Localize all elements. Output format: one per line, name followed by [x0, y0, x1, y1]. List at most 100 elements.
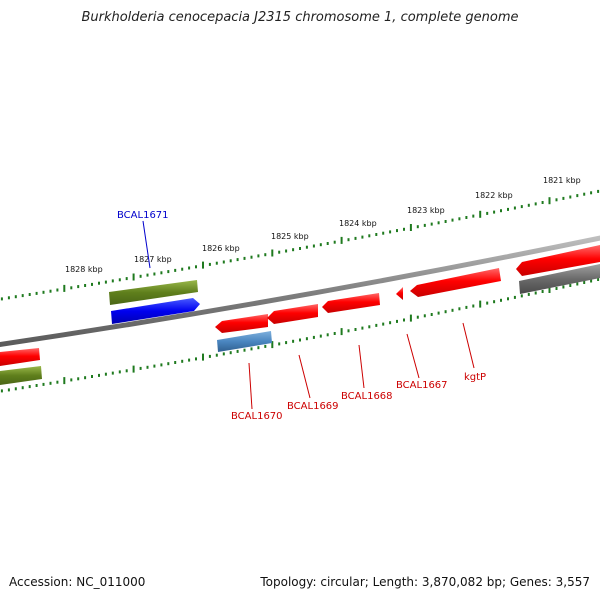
scale-tick-minor [35, 384, 38, 387]
scale-tick-minor [125, 369, 128, 373]
scale-tick-minor [541, 290, 544, 293]
gene-left-edge-olive[interactable] [0, 366, 42, 385]
scale-tick-minor [104, 372, 107, 376]
scale-tick-minor [486, 301, 489, 305]
gene-label-bcal1671[interactable]: BCAL1671 [117, 210, 169, 221]
scale-tick-minor [333, 332, 336, 335]
scale-tick-major [63, 284, 66, 292]
scale-tick-minor [292, 339, 295, 343]
scale-tick-minor [396, 319, 398, 323]
gene-label-bcal1668[interactable]: BCAL1668 [341, 391, 393, 402]
scale-tick-minor [264, 344, 267, 348]
scale-tick-minor [229, 259, 232, 263]
gene-bcal1669[interactable] [267, 304, 318, 324]
scale-tick-minor [181, 359, 184, 363]
scale-tick-minor [153, 364, 156, 368]
scale-tick-minor [243, 256, 246, 260]
scale-tick-minor [7, 388, 10, 392]
gene-label-bcal1667[interactable]: BCAL1667 [396, 380, 448, 391]
scale-tick-major [409, 224, 412, 231]
gene-kgtp[interactable] [410, 268, 501, 297]
scale-tick-minor [174, 361, 177, 364]
scale-tick-minor [583, 192, 586, 196]
scale-tick-minor [229, 351, 232, 355]
scale-tick-minor [215, 353, 218, 357]
scale-tick-major [548, 197, 551, 205]
scale-tick-minor [174, 268, 177, 272]
scale-tick-minor [181, 267, 184, 271]
scale-tick-minor [77, 377, 80, 381]
scale-tick-minor [243, 348, 246, 352]
scale-tick-minor [208, 262, 211, 266]
scale-label: 1827 kbp [134, 255, 172, 264]
scale-tick-major [202, 353, 204, 361]
scale-tick-minor [56, 288, 59, 292]
scale-tick-minor [98, 281, 100, 285]
scale-tick-minor [70, 378, 73, 382]
gene-label-kgtp[interactable]: kgtP [464, 372, 486, 383]
gene-label-bcal1669[interactable]: BCAL1669 [287, 401, 339, 412]
leader-line-bcal1670 [248, 362, 253, 410]
gene-bcal1671-feature[interactable] [109, 280, 198, 305]
scale-tick-minor [500, 298, 502, 302]
scale-tick-minor [583, 281, 586, 284]
scale-tick-minor [195, 265, 197, 269]
scale-tick-minor [222, 260, 225, 264]
scale-tick-minor [555, 198, 558, 202]
scale-tick-minor [507, 207, 509, 211]
scale-tick-minor [299, 338, 301, 342]
gene-right-edge-upper[interactable] [516, 245, 600, 276]
gene-right-edge-gray[interactable] [519, 264, 600, 294]
gene-bcal1670-feature[interactable] [217, 331, 272, 352]
scale-tick-minor [49, 289, 52, 293]
scale-tick-minor [208, 354, 211, 358]
scale-tick-minor [354, 328, 357, 331]
scale-tick-minor [382, 322, 385, 326]
scale-label: 1821 kbp [543, 176, 581, 185]
gene-label-bcal1670[interactable]: BCAL1670 [231, 411, 283, 422]
scale-tick-minor [0, 389, 3, 393]
scale-tick-minor [326, 242, 329, 245]
scale-tick-minor [444, 220, 447, 223]
scale-tick-minor [451, 308, 454, 312]
scale-tick-minor [42, 382, 45, 386]
scale-tick-minor [423, 314, 426, 318]
scale-tick-minor [403, 227, 405, 231]
scale-tick-minor [493, 210, 496, 214]
leader-line-bcal1671 [142, 220, 151, 269]
scale-tick-minor [375, 233, 378, 236]
leader-line-kgtp [462, 322, 475, 369]
scale-tick-minor [56, 380, 59, 384]
scale-tick-minor [354, 236, 357, 240]
scale-tick-major [479, 210, 482, 218]
leader-line-bcal1668 [358, 344, 365, 389]
scale-tick-minor [423, 223, 426, 227]
scale-tick-minor [139, 274, 142, 278]
scale-tick-major [132, 365, 135, 373]
gene-left-edge-red[interactable] [0, 348, 40, 366]
scale-label: 1822 kbp [475, 191, 513, 200]
scale-tick-minor [125, 277, 128, 281]
scale-tick-minor [305, 337, 308, 341]
gene-bcal1667[interactable] [396, 287, 403, 300]
scale-tick-minor [458, 217, 461, 221]
forward-strand-genes [109, 245, 600, 324]
gene-bcal1668[interactable] [322, 293, 380, 313]
scale-ticks-inner [0, 278, 600, 393]
scale-tick-major [202, 261, 204, 269]
scale-tick-minor [437, 311, 440, 315]
scale-tick-major [271, 249, 274, 257]
scale-tick-minor [403, 318, 405, 322]
scale-tick-minor [312, 244, 315, 248]
scale-tick-minor [14, 387, 17, 391]
scale-tick-minor [91, 375, 93, 378]
scale-tick-minor [562, 196, 565, 200]
gene-bcal1670[interactable] [215, 314, 268, 333]
gene-bcal1671[interactable] [111, 298, 200, 324]
scale-tick-major [340, 236, 343, 244]
scale-tick-minor [35, 291, 38, 295]
scale-tick-minor [285, 341, 288, 345]
leader-line-bcal1669 [298, 354, 311, 399]
scale-tick-minor [520, 205, 523, 209]
